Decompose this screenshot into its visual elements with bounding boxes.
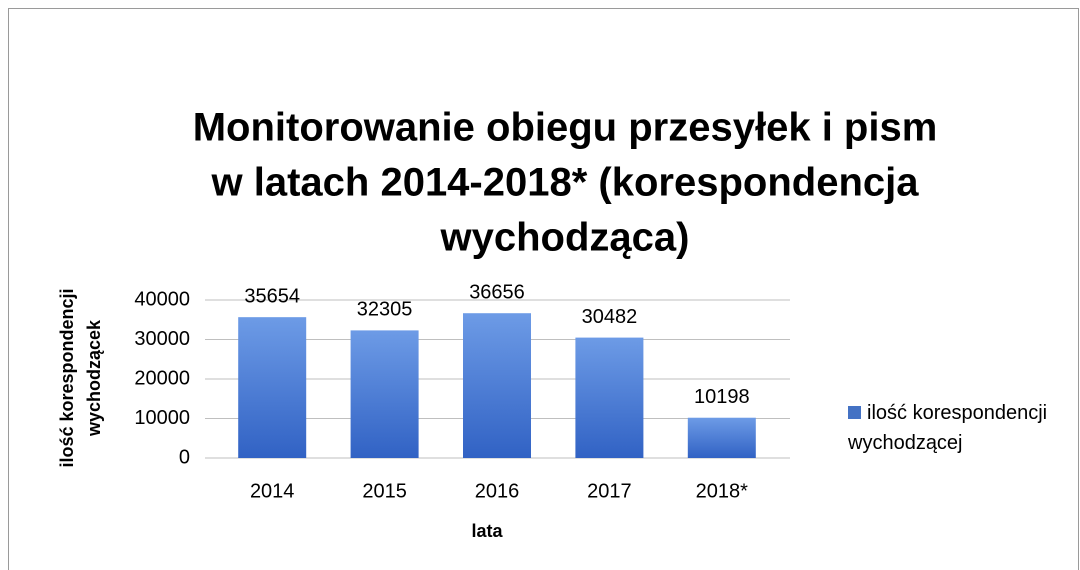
frame [8,8,1079,570]
x-tick-label: 2014 [250,480,295,502]
y-tick-label: 0 [179,446,190,468]
y-tick-label: 40000 [134,288,190,310]
legend-label: ilość korespondencji wychodzącej [848,402,1048,454]
chart-title: wychodząca) [440,216,690,260]
x-tick-label: 2017 [587,480,632,502]
y-axis-label: ilość korespondencji [57,288,77,467]
data-label: 32305 [357,299,413,321]
data-label: 30482 [582,306,638,328]
bar [238,317,307,458]
legend-swatch [848,406,861,419]
chart-title: w latach 2014-2018* (korespondencja [211,161,920,205]
y-tick-label: 10000 [134,407,190,429]
legend: ilość korespondencji wychodzącej [848,398,1068,458]
y-tick-label: 20000 [134,367,190,389]
x-tick-label: 2015 [362,480,407,502]
x-tick-label: 2016 [475,480,520,502]
x-tick-label: 2018* [696,480,748,502]
bar [463,313,531,458]
x-axis-label: lata [471,521,503,541]
data-label: 10198 [694,386,750,408]
y-axis-label: wychodzącek [84,319,104,437]
data-label: 36656 [469,281,525,303]
bar [687,417,756,458]
data-label: 35654 [244,285,300,307]
y-tick-label: 30000 [134,328,190,350]
chart-title: Monitorowanie obiegu przesyłek i pism [193,106,938,150]
bar [575,337,644,458]
bar [350,330,419,458]
